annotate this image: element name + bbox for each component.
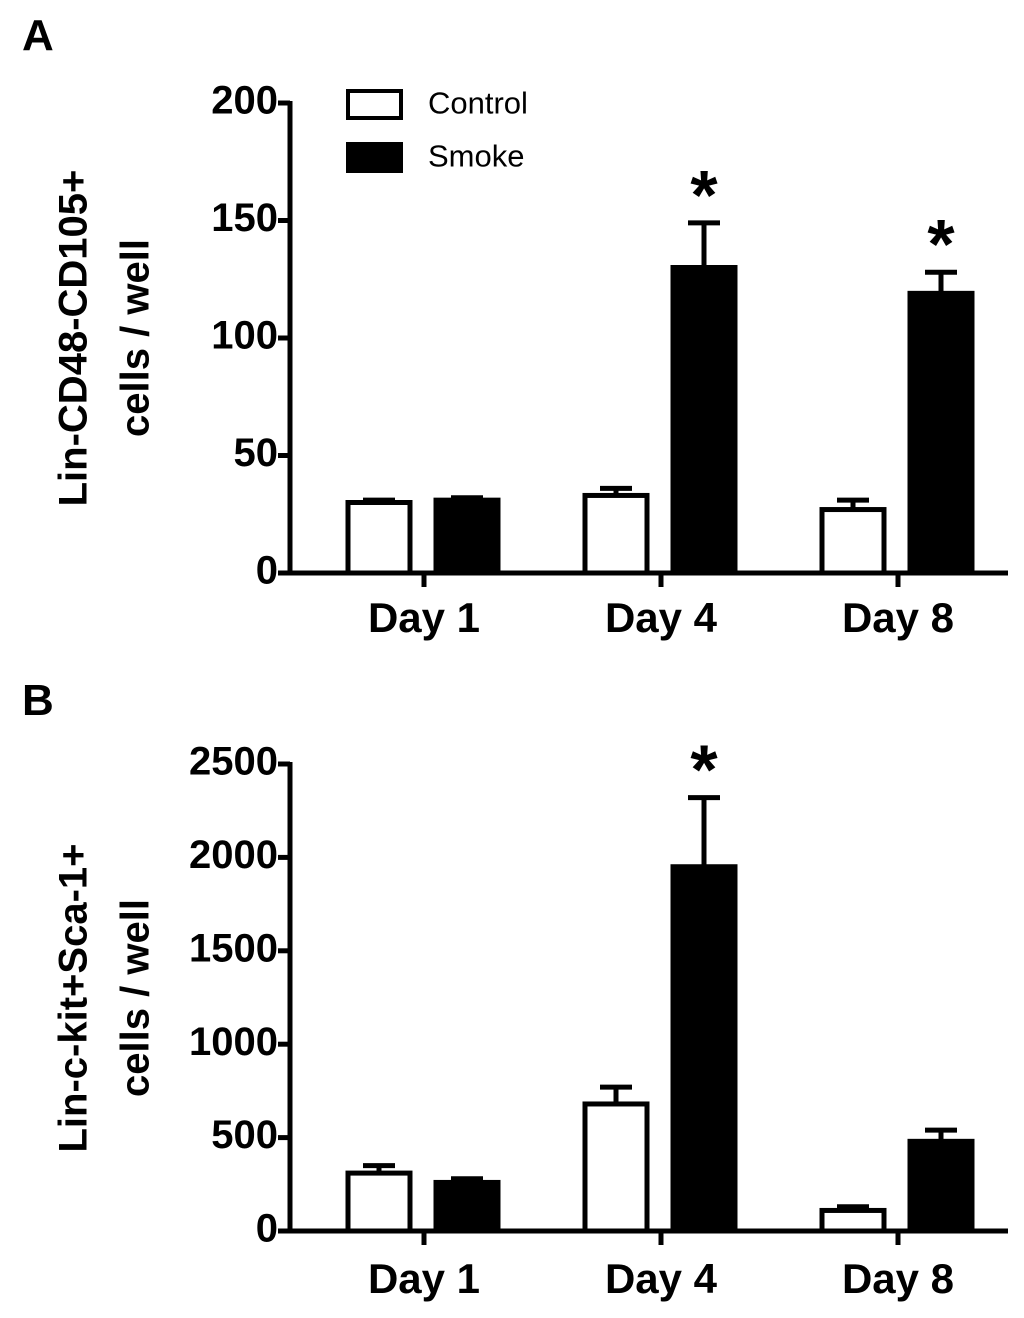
bar-smoke (907, 1138, 975, 1234)
y-axis-label: Lin-c-kit+Sca-1+ (52, 843, 96, 1152)
bar-smoke (670, 265, 738, 576)
legend: Control Smoke (346, 86, 528, 174)
bar-smoke (670, 864, 738, 1234)
significance-marker: * (927, 205, 955, 283)
bar-control (819, 1207, 887, 1234)
legend-label-smoke: Smoke (428, 139, 524, 174)
panel-label: A (22, 11, 54, 60)
x-tick-label: Day 1 (368, 594, 480, 641)
y-tick-label: 0 (256, 1207, 278, 1251)
y-tick-label: 50 (234, 431, 279, 475)
x-tick-label: Day 8 (842, 594, 954, 641)
bar-control (819, 507, 887, 576)
y-tick-label: 200 (211, 79, 278, 123)
y-tick-label: 2000 (189, 833, 278, 877)
y-axis-label: Lin-CD48-CD105+ (52, 170, 96, 507)
x-tick-label: Day 8 (842, 1255, 954, 1302)
bar-smoke (433, 1179, 501, 1234)
bar-control (345, 1170, 413, 1234)
y-tick-label: 1500 (189, 926, 278, 970)
bar-control (345, 500, 413, 576)
y-axis-label: cells / well (114, 899, 158, 1097)
y-tick-label: 100 (211, 314, 278, 358)
x-tick-label: Day 4 (605, 594, 718, 641)
y-tick-label: 0 (256, 549, 278, 593)
legend-label-control: Control (428, 86, 528, 121)
bar-control (582, 492, 650, 576)
y-tick-label: 150 (211, 196, 278, 240)
x-tick-label: Day 1 (368, 1255, 480, 1302)
chart-panel-a: A Lin-CD48-CD105+ cells / well 0 50 100 150 200… (22, 11, 1008, 641)
y-axis-label: cells / well (114, 239, 158, 437)
y-tick-label: 500 (211, 1113, 278, 1157)
x-tick-label: Day 4 (605, 1255, 718, 1302)
bar-smoke (907, 290, 975, 576)
y-tick-label: 2500 (189, 740, 278, 784)
significance-marker: * (690, 731, 718, 809)
significance-marker: * (690, 156, 718, 234)
panel-label: B (22, 676, 54, 725)
legend-swatch-smoke (346, 142, 403, 173)
bar-smoke (433, 497, 501, 576)
bar-control (582, 1101, 650, 1234)
chart-panel-b: B Lin-c-kit+Sca-1+ cells / well 0 500 1000 150… (22, 676, 1008, 1302)
y-tick-label: 1000 (189, 1020, 278, 1064)
legend-swatch-control (346, 89, 403, 120)
